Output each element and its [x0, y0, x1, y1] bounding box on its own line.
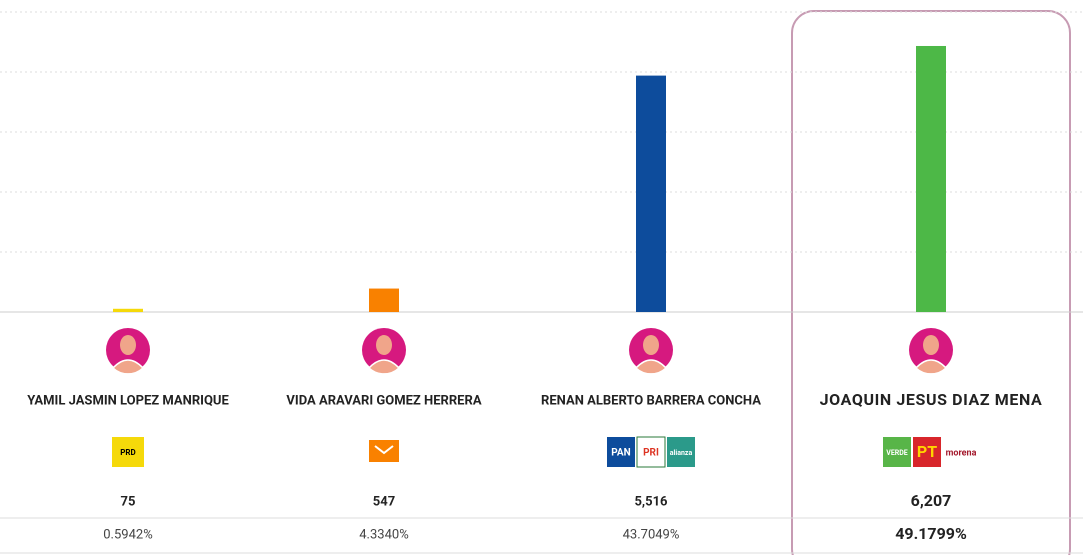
vote-count: 75 — [121, 494, 136, 509]
avatar-body — [634, 359, 668, 375]
vote-count: 5,516 — [634, 494, 668, 509]
avatar — [629, 328, 673, 375]
bar — [369, 288, 399, 312]
bar — [636, 75, 666, 312]
avatar — [909, 328, 953, 375]
party-name: morena — [946, 448, 977, 458]
party-name: PT — [917, 442, 937, 461]
bar — [113, 308, 143, 312]
party-name: VERDE — [886, 449, 908, 457]
avatar-head — [376, 335, 392, 355]
vote-share: 49.1799% — [895, 524, 967, 543]
vote-share: 0.5942% — [103, 527, 152, 542]
party-logo — [883, 437, 911, 467]
party-logo — [607, 437, 635, 467]
avatar-head — [923, 335, 939, 355]
vote-share: 4.3340% — [359, 527, 408, 542]
party-name: PRD — [120, 448, 135, 457]
bar — [916, 45, 946, 312]
vote-share: 43.7049% — [623, 527, 680, 542]
vote-count: 6,207 — [911, 491, 952, 510]
party-logo-mark — [374, 445, 394, 455]
party-logo — [913, 437, 941, 467]
party-logo — [369, 440, 399, 462]
party-name: PAN — [611, 448, 630, 459]
vote-count: 547 — [373, 494, 395, 509]
avatar-body — [111, 359, 145, 375]
candidate-name: RENAN ALBERTO BARRERA CONCHA — [541, 393, 761, 408]
avatar — [106, 328, 150, 375]
avatar-body — [914, 359, 948, 375]
party-name: alianza — [670, 449, 693, 457]
party-logo — [636, 436, 666, 468]
party-logo — [112, 437, 144, 467]
avatar — [362, 328, 406, 375]
highlight-box — [791, 10, 1071, 555]
avatar-body — [367, 359, 401, 375]
party-name: PRI — [643, 448, 659, 459]
candidate-name: VIDA ARAVARI GOMEZ HERRERA — [286, 393, 481, 408]
candidate-name: YAMIL JASMIN LOPEZ MANRIQUE — [27, 393, 229, 408]
avatar-head — [643, 335, 659, 355]
avatar-head — [120, 335, 136, 355]
party-logo — [667, 437, 695, 467]
candidate-name: JOAQUIN JESUS DIAZ MENA — [820, 390, 1043, 409]
